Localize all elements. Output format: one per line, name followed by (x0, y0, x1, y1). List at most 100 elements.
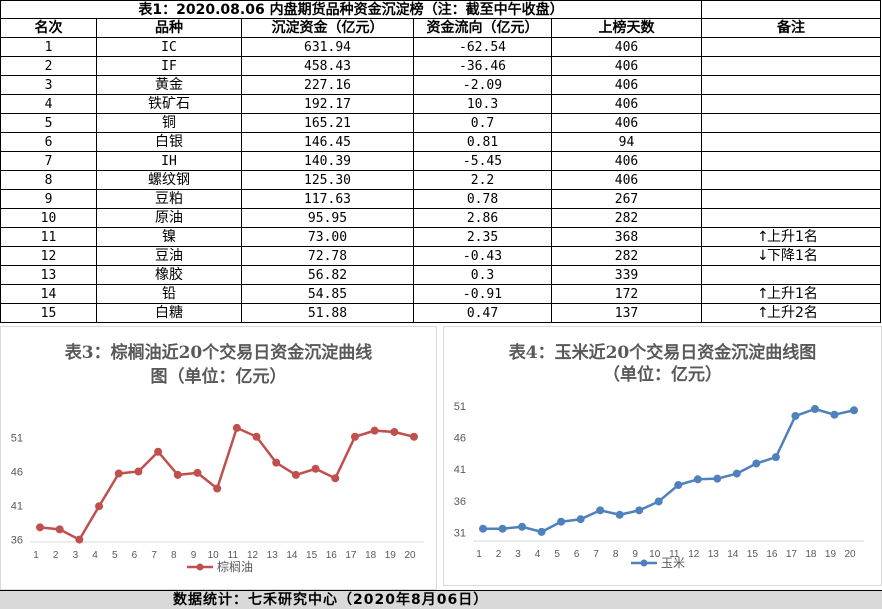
data-point (55, 525, 64, 534)
cell-name: 豆粕 (97, 190, 242, 209)
cell-name: 白银 (97, 133, 242, 152)
table-row: 5 铜 165.21 0.7 406 (0, 114, 882, 133)
cell-days: 406 (552, 38, 702, 57)
cell-days: 282 (552, 247, 702, 266)
corn-chart-title-line2: （单位：亿元） (603, 365, 722, 385)
y-tick-label: 41 (454, 464, 466, 476)
x-tick-label: 18 (805, 549, 817, 560)
cell-note (702, 38, 881, 57)
cell-fund: 146.45 (242, 133, 414, 152)
x-tick-label: 19 (825, 549, 837, 560)
data-point (390, 427, 399, 436)
note-text: 下降1名 (767, 248, 818, 264)
table-title-row: 表1：2020.08.06 内盘期货品种资金沉淀榜（注：截至中午收盘） (0, 0, 882, 19)
data-point (674, 481, 683, 489)
cell-days: 267 (552, 190, 702, 209)
cell-flow: 0.3 (414, 266, 552, 285)
table-row: 12 豆油 72.78 -0.43 282 ↓下降1名 (0, 247, 882, 266)
x-tick-label: 11 (228, 550, 239, 561)
cell-name: 原油 (97, 209, 242, 228)
data-point (810, 405, 819, 413)
x-tick-label: 5 (112, 550, 118, 561)
cell-rank: 11 (0, 228, 97, 247)
cell-note (702, 95, 881, 114)
data-point (596, 506, 605, 515)
note-text: 上升2名 (767, 305, 818, 321)
arrow-up-icon: ↑ (757, 229, 769, 245)
table-row: 7 IH 140.39 -5.45 406 (0, 152, 882, 171)
header-fund: 沉淀资金（亿元） (242, 19, 414, 38)
series-line (483, 407, 855, 534)
data-point (752, 459, 761, 468)
x-tick-label: 7 (151, 550, 157, 561)
data-point (850, 406, 858, 415)
cell-fund: 73.00 (242, 228, 414, 247)
data-point (134, 467, 143, 476)
cell-fund: 227.16 (242, 76, 414, 95)
note-text: 上升1名 (767, 229, 818, 245)
table-row: 2 IF 458.43 -36.46 406 (0, 57, 882, 76)
cell-name: 豆油 (97, 247, 242, 266)
y-tick-label: 51 (454, 401, 466, 413)
y-tick-label: 41 (11, 501, 23, 513)
table-row: 15 白糖 51.88 0.47 137 ↑上升2名 (0, 304, 882, 323)
cell-name: 黄金 (97, 76, 242, 95)
table-row: 4 铁矿石 192.17 10.3 406 (0, 95, 882, 114)
y-tick-label: 31 (454, 528, 466, 540)
cell-rank: 12 (0, 247, 97, 266)
cell-name: IH (97, 152, 242, 171)
y-tick-label: 51 (11, 432, 23, 444)
data-point (518, 522, 527, 531)
data-point (830, 410, 839, 419)
note-text: 上升1名 (767, 286, 818, 302)
x-tick-label: 11 (669, 549, 680, 560)
x-tick-label: 12 (688, 549, 700, 560)
x-tick-label: 16 (326, 550, 338, 561)
cell-rank: 1 (0, 38, 97, 57)
x-tick-label: 15 (747, 549, 759, 560)
cell-fund: 192.17 (242, 95, 414, 114)
data-point (291, 470, 300, 479)
palm-oil-chart: 表3：棕榈油近20个交易日资金沉淀曲线 图（单位：亿元） 36 41 46 51 1 2 3… (0, 326, 437, 590)
data-point (272, 458, 281, 467)
data-point (498, 524, 507, 533)
cell-days: 406 (552, 114, 702, 133)
x-tick-label: 6 (574, 549, 580, 560)
cell-flow: 0.7 (414, 114, 552, 133)
x-tick-label: 17 (345, 550, 357, 561)
cell-flow: -0.91 (414, 285, 552, 304)
cell-note (702, 76, 881, 95)
data-point (791, 411, 800, 420)
cell-rank: 9 (0, 190, 97, 209)
cell-flow: 10.3 (414, 95, 552, 114)
cell-rank: 5 (0, 114, 97, 133)
x-tick-label: 10 (208, 550, 220, 561)
x-tick-label: 10 (649, 549, 661, 560)
cell-rank: 13 (0, 266, 97, 285)
legend-marker (196, 563, 204, 571)
x-tick-label: 13 (267, 550, 279, 561)
data-point (615, 510, 624, 519)
table-row: 3 黄金 227.16 -2.09 406 (0, 76, 882, 95)
x-tick-label: 16 (766, 549, 778, 560)
x-tick-label: 4 (535, 549, 541, 560)
y-tick-label: 46 (454, 433, 466, 445)
table-title-blank (702, 0, 881, 19)
arrow-up-icon: ↑ (757, 305, 769, 321)
table-row: 10 原油 95.95 2.86 282 (0, 209, 882, 228)
cell-flow: 0.47 (414, 304, 552, 323)
data-point (75, 535, 84, 544)
data-point (36, 523, 44, 532)
cell-rank: 2 (0, 57, 97, 76)
table-row: 8 螺纹钢 125.30 2.2 406 (0, 171, 882, 190)
cell-days: 406 (552, 171, 702, 190)
cell-rank: 7 (0, 152, 97, 171)
cell-fund: 117.63 (242, 190, 414, 209)
cell-days: 339 (552, 266, 702, 285)
cell-days: 137 (552, 304, 702, 323)
x-tick-label: 1 (33, 550, 39, 561)
cell-note (702, 209, 881, 228)
cell-note (702, 152, 881, 171)
table-row: 13 橡胶 56.82 0.3 339 (0, 266, 882, 285)
header-note: 备注 (702, 19, 881, 38)
